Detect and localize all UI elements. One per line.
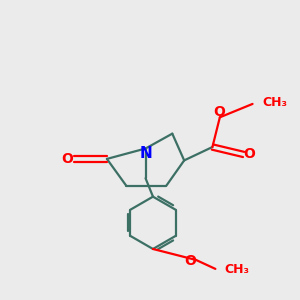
Text: N: N bbox=[139, 146, 152, 161]
Text: CH₃: CH₃ bbox=[224, 263, 249, 276]
Text: O: O bbox=[184, 254, 196, 268]
Text: O: O bbox=[213, 105, 225, 119]
Text: O: O bbox=[244, 148, 256, 161]
Text: CH₃: CH₃ bbox=[262, 96, 287, 109]
Text: O: O bbox=[62, 152, 74, 166]
